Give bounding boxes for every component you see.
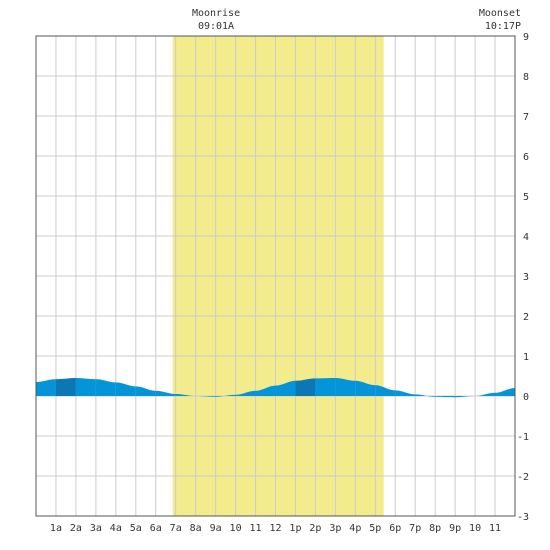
tide-area-segment <box>55 378 76 396</box>
y-tick-label: -3 <box>517 512 529 523</box>
x-tick-label: 8p <box>429 523 441 534</box>
x-tick-labels: 1a 2a 3a 4a 5a 6a 7a 8a 9a 10 11 12 1p 2p 3p 4p 5p 6p 7p 8p… <box>50 523 501 534</box>
tide-area-segment <box>495 388 515 396</box>
tide-area-segment <box>455 396 476 398</box>
y-tick-labels: -3 -2 -1 0 1 2 3 4 5 6 7 8 9 <box>517 32 529 523</box>
moon-event-label: Moonset <box>479 8 521 19</box>
tide-area-segment <box>255 385 276 396</box>
x-tick-label: 2p <box>309 523 321 534</box>
x-tick-label: 6p <box>389 523 401 534</box>
tide-area-segment <box>175 394 196 396</box>
tide-area-segment <box>375 385 396 396</box>
tide-area-segment <box>135 386 156 396</box>
x-tick-label: 6a <box>150 523 162 534</box>
x-tick-label: 3p <box>329 523 341 534</box>
moon-event-time: 10:17P <box>485 21 521 32</box>
x-tick-label: 11 <box>250 523 262 534</box>
tide-area-segment <box>275 380 296 396</box>
tide-area-segment <box>36 379 56 396</box>
tide-area-segment <box>75 378 96 396</box>
tide-area-layer <box>36 378 515 398</box>
y-tick-label: 5 <box>523 192 529 203</box>
x-tick-label: 7a <box>170 523 182 534</box>
y-tick-label: 4 <box>523 232 529 243</box>
tide-area-segment <box>395 390 416 396</box>
tide-area-segment <box>235 390 256 396</box>
tide-area-segment <box>435 396 456 398</box>
tide-area-segment <box>95 379 116 396</box>
x-tick-label: 1a <box>50 523 62 534</box>
x-tick-label: 4a <box>110 523 122 534</box>
y-tick-label: 6 <box>523 152 529 163</box>
x-tick-label: 10 <box>230 523 242 534</box>
tide-area-segment <box>475 392 496 396</box>
x-tick-label: 9p <box>449 523 461 534</box>
x-tick-label: 10 <box>469 523 481 534</box>
x-tick-label: 12 <box>269 523 281 534</box>
y-tick-label: 8 <box>523 72 529 83</box>
tide-area-segment <box>195 396 216 397</box>
moon-event-label: Moonrise <box>192 8 240 19</box>
y-tick-label: 7 <box>523 112 529 123</box>
y-tick-label: 3 <box>523 272 529 283</box>
tide-area-segment <box>115 382 136 396</box>
moon-annotations: Moonrise 09:01A Moonset 10:17P <box>192 8 521 32</box>
x-tick-label: 5p <box>369 523 381 534</box>
y-tick-label: 2 <box>523 312 529 323</box>
tide-area-segment <box>335 378 356 396</box>
x-tick-label: 9a <box>210 523 222 534</box>
x-tick-label: 8a <box>190 523 202 534</box>
tide-area-segment <box>315 378 336 396</box>
x-tick-label: 1p <box>289 523 301 534</box>
y-tick-label: 9 <box>523 32 529 43</box>
moon-event-time: 09:01A <box>198 21 234 32</box>
y-tick-label: -2 <box>517 472 529 483</box>
y-tick-label: 1 <box>523 352 529 363</box>
tide-area-segment <box>215 394 236 397</box>
x-tick-label: 2a <box>70 523 82 534</box>
tide-area-segment <box>355 380 376 396</box>
plot-frame <box>35 35 516 517</box>
plot-frame-layer <box>35 35 516 517</box>
y-tick-label: 0 <box>523 392 529 403</box>
grid-layer <box>36 36 515 516</box>
x-tick-label: 5a <box>130 523 142 534</box>
tide-area-segment <box>155 390 176 396</box>
x-tick-label: 3a <box>90 523 102 534</box>
x-tick-label: 7p <box>409 523 421 534</box>
y-tick-label: -1 <box>517 432 529 443</box>
x-tick-label: 4p <box>349 523 361 534</box>
tide-area-segment <box>415 394 436 397</box>
tide-area-segment <box>295 378 316 396</box>
x-tick-label: 11 <box>489 523 501 534</box>
